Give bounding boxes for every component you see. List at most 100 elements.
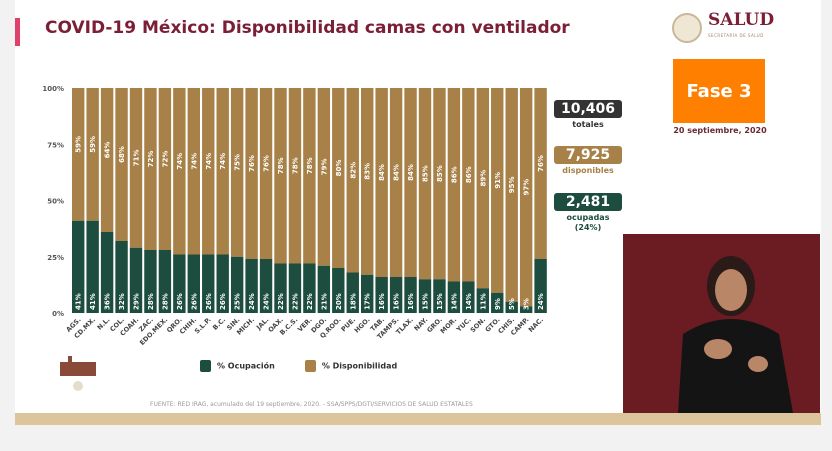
bar-ocupacion bbox=[418, 279, 432, 313]
bar-ocupacion bbox=[100, 232, 114, 313]
data-label-disponibilidad: 83% bbox=[364, 163, 372, 180]
bar-disponibilidad bbox=[433, 88, 446, 280]
bar-disponibilidad bbox=[519, 88, 533, 307]
data-label-ocupacion: 3% bbox=[523, 298, 531, 310]
data-label-ocupacion: 22% bbox=[277, 293, 285, 310]
bar-disponibilidad bbox=[100, 88, 114, 232]
data-label-disponibilidad: 59% bbox=[89, 136, 97, 153]
seal-icon bbox=[672, 13, 702, 43]
data-label-disponibilidad: 74% bbox=[176, 153, 184, 170]
bar-disponibilidad bbox=[346, 88, 359, 273]
bar-ocupacion bbox=[519, 306, 533, 313]
data-label-ocupacion: 26% bbox=[176, 293, 184, 310]
data-label-disponibilidad: 71% bbox=[133, 149, 141, 166]
bar-disponibilidad bbox=[115, 88, 128, 241]
x-tick-label: SON. bbox=[469, 316, 487, 334]
data-label-ocupacion: 20% bbox=[335, 293, 343, 310]
y-tick-label: 75% bbox=[47, 141, 64, 149]
y-tick-label: 25% bbox=[47, 254, 64, 262]
bar-ocupacion bbox=[404, 277, 417, 313]
bar-disponibilidad bbox=[230, 88, 244, 257]
bar-disponibilidad bbox=[476, 88, 489, 289]
stat-sub: (24%) bbox=[574, 223, 602, 232]
bar-disponibilidad bbox=[389, 88, 403, 277]
data-label-ocupacion: 26% bbox=[190, 293, 198, 310]
data-label-ocupacion: 18% bbox=[349, 293, 357, 310]
data-label-disponibilidad: 59% bbox=[75, 136, 83, 153]
logo-text: SALUD bbox=[708, 10, 775, 30]
bar-disponibilidad bbox=[317, 88, 331, 266]
bar-disponibilidad bbox=[202, 88, 215, 255]
data-label-ocupacion: 24% bbox=[537, 293, 545, 310]
page-title: COVID-19 México: Disponibilidad camas co… bbox=[45, 18, 570, 38]
bar-ocupacion bbox=[245, 259, 258, 313]
data-label-disponibilidad: 86% bbox=[465, 166, 473, 183]
bar-ocupacion bbox=[433, 279, 446, 313]
x-tick-label: S.L.P. bbox=[193, 316, 213, 336]
stat-ocupadas: 2,481 ocupadas (24%) bbox=[554, 193, 622, 233]
stat-value: 2,481 bbox=[554, 193, 622, 211]
stat-totales: 10,406 totales bbox=[554, 100, 622, 130]
bar-ocupacion bbox=[115, 241, 128, 313]
bar-disponibilidad bbox=[129, 88, 143, 248]
data-label-ocupacion: 9% bbox=[494, 298, 502, 310]
data-label-ocupacion: 21% bbox=[320, 293, 328, 310]
bar-ocupacion bbox=[317, 265, 331, 313]
data-label-ocupacion: 11% bbox=[479, 293, 487, 310]
data-label-disponibilidad: 74% bbox=[190, 153, 198, 170]
stat-value: 7,925 bbox=[554, 146, 622, 164]
data-label-ocupacion: 22% bbox=[306, 293, 314, 310]
data-label-disponibilidad: 74% bbox=[219, 153, 227, 170]
data-label-ocupacion: 17% bbox=[364, 293, 372, 310]
data-label-disponibilidad: 78% bbox=[277, 157, 285, 174]
bar-disponibilidad bbox=[72, 88, 85, 221]
bar-disponibilidad bbox=[491, 88, 504, 293]
data-label-ocupacion: 41% bbox=[75, 293, 83, 310]
bar-disponibilidad bbox=[216, 88, 229, 255]
data-label-ocupacion: 16% bbox=[393, 293, 401, 310]
data-label-ocupacion: 16% bbox=[407, 293, 415, 310]
bar-disponibilidad bbox=[418, 88, 432, 280]
data-label-ocupacion: 25% bbox=[234, 293, 242, 310]
data-label-ocupacion: 14% bbox=[450, 293, 458, 310]
bar-ocupacion bbox=[462, 281, 475, 313]
bar-ocupacion bbox=[72, 220, 85, 313]
bar-disponibilidad bbox=[462, 88, 475, 282]
footer-strip bbox=[15, 413, 821, 425]
x-tick-label: HGO. bbox=[353, 316, 372, 335]
bar-ocupacion bbox=[288, 263, 302, 313]
bar-ocupacion bbox=[303, 263, 316, 313]
data-label-ocupacion: 36% bbox=[104, 293, 112, 310]
phase-badge: Fase 3 bbox=[673, 59, 765, 123]
bar-disponibilidad bbox=[534, 88, 547, 259]
bar-disponibilidad bbox=[259, 88, 273, 259]
data-label-ocupacion: 16% bbox=[378, 293, 386, 310]
x-tick-label: B.C. bbox=[211, 316, 227, 332]
data-label-ocupacion: 28% bbox=[161, 293, 169, 310]
bar-ocupacion bbox=[476, 288, 489, 313]
bar-ocupacion bbox=[361, 274, 374, 313]
title-accent bbox=[15, 18, 20, 46]
bar-disponibilidad bbox=[303, 88, 316, 264]
bar-ocupacion bbox=[202, 254, 215, 313]
bar-disponibilidad bbox=[332, 88, 345, 268]
data-label-disponibilidad: 79% bbox=[320, 158, 328, 175]
y-tick-label: 0% bbox=[52, 310, 64, 318]
data-label-disponibilidad: 68% bbox=[118, 146, 126, 163]
bar-ocupacion bbox=[505, 301, 518, 313]
legend-ocupacion: % Ocupación bbox=[200, 360, 275, 372]
data-label-ocupacion: 14% bbox=[465, 293, 473, 310]
data-label-disponibilidad: 84% bbox=[378, 164, 386, 181]
bar-ocupacion bbox=[332, 268, 345, 313]
data-label-disponibilidad: 82% bbox=[349, 162, 357, 179]
bar-ocupacion bbox=[173, 254, 186, 313]
data-label-disponibilidad: 85% bbox=[422, 165, 430, 182]
bar-ocupacion bbox=[534, 259, 547, 313]
data-label-ocupacion: 24% bbox=[263, 293, 271, 310]
data-label-ocupacion: 26% bbox=[205, 293, 213, 310]
y-tick-label: 50% bbox=[47, 198, 64, 206]
data-label-ocupacion: 15% bbox=[436, 293, 444, 310]
data-label-disponibilidad: 95% bbox=[508, 176, 516, 193]
data-label-disponibilidad: 76% bbox=[263, 155, 271, 172]
x-tick-label: MOR. bbox=[439, 316, 459, 336]
